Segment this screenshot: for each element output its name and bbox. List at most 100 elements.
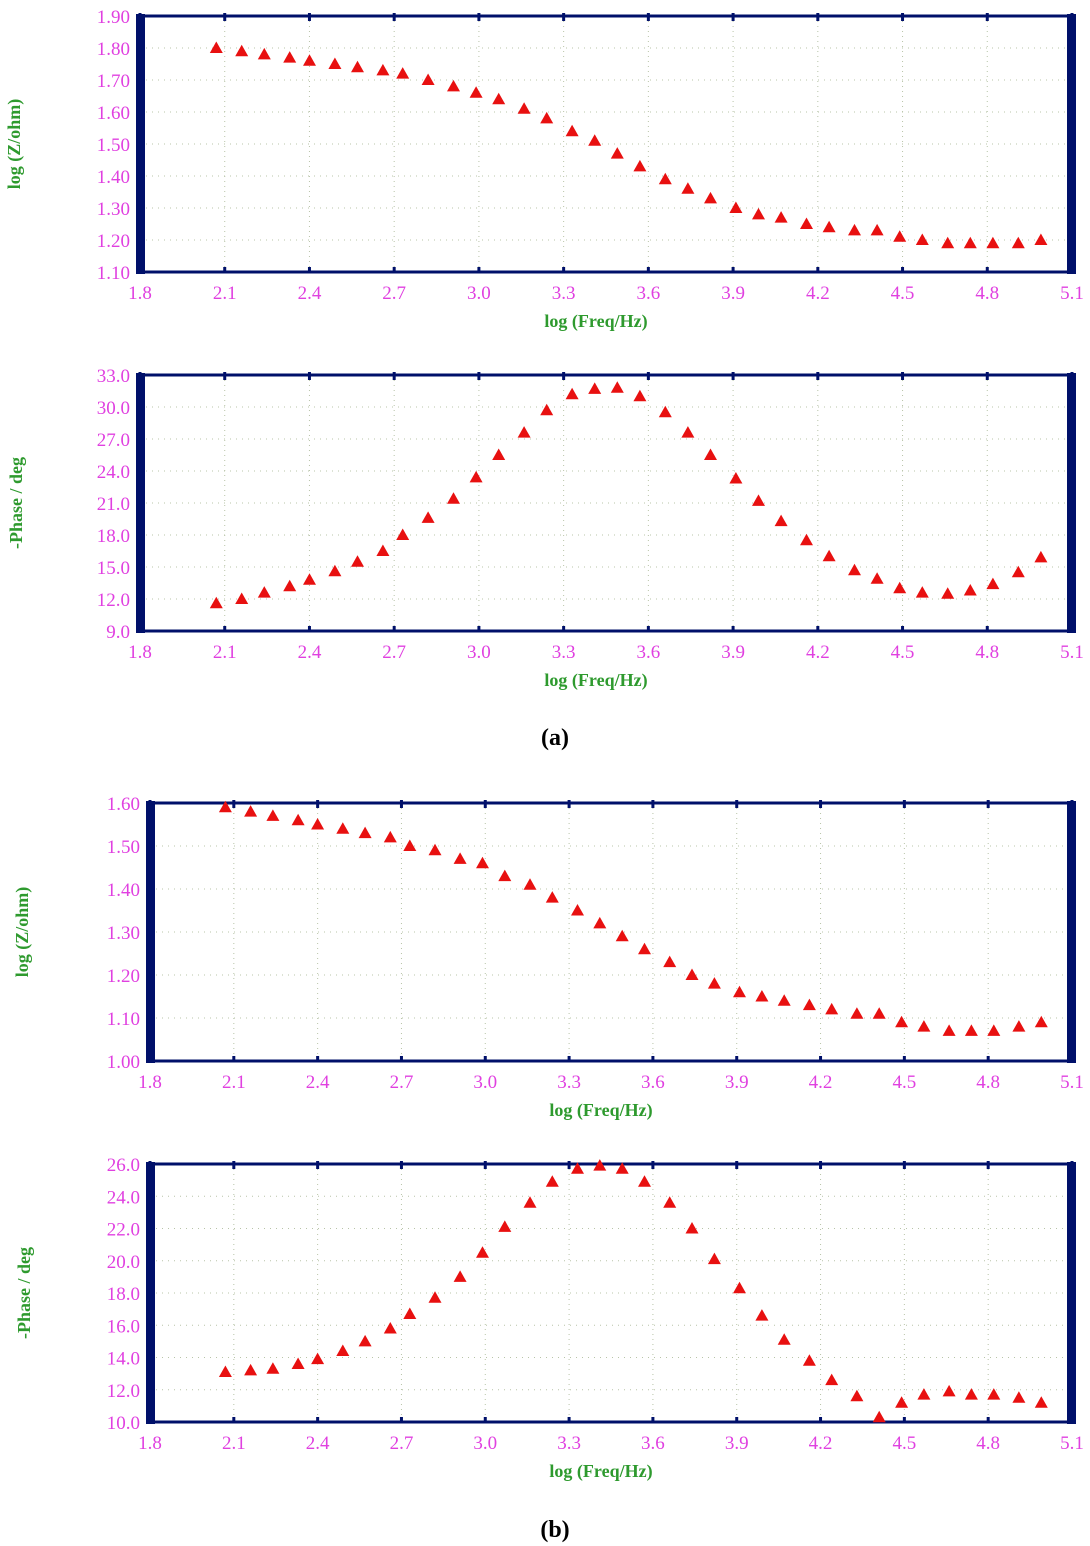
data-point bbox=[517, 426, 531, 438]
x-tick-label: 3.9 bbox=[721, 642, 745, 663]
data-point bbox=[336, 822, 350, 834]
plot-area bbox=[140, 375, 1072, 631]
data-point bbox=[447, 492, 460, 504]
y-tick-label: 1.50 bbox=[97, 135, 130, 156]
data-point bbox=[492, 92, 506, 105]
x-tick-label: 4.5 bbox=[891, 642, 915, 663]
y-tick-label: 9.0 bbox=[106, 622, 130, 643]
data-point bbox=[571, 1162, 584, 1174]
plot-2: 1.8 2.1 2.4 2.7 3.0 3.3 3.6 3.9 4.2 4.5 4.8 5.1 9.0 1… bbox=[6, 366, 1084, 691]
data-point bbox=[941, 587, 955, 599]
x-tick-label: 5.1 bbox=[1060, 283, 1084, 304]
grid bbox=[150, 1164, 1072, 1422]
data-point bbox=[941, 236, 955, 249]
x-tick-label: 4.2 bbox=[809, 1072, 833, 1093]
y-axis-label: -Phase / deg bbox=[6, 457, 26, 549]
data-point bbox=[311, 818, 325, 830]
data-point bbox=[383, 830, 397, 843]
data-point bbox=[421, 511, 435, 523]
data-point bbox=[963, 236, 977, 249]
data-point bbox=[523, 1196, 537, 1208]
data-point bbox=[235, 592, 249, 604]
data-point bbox=[257, 47, 271, 60]
frame-right bbox=[1067, 14, 1076, 274]
data-point bbox=[403, 839, 417, 851]
data-point bbox=[469, 86, 483, 98]
caption-b: (b) bbox=[540, 1517, 569, 1543]
x-tick-label: 1.8 bbox=[138, 1433, 162, 1454]
x-tick-label: 4.8 bbox=[975, 642, 999, 663]
data-point bbox=[685, 1222, 699, 1234]
x-tick-label: 2.4 bbox=[306, 1072, 330, 1093]
data-point bbox=[872, 1007, 886, 1019]
data-point bbox=[610, 381, 624, 393]
data-point bbox=[523, 878, 537, 890]
data-point bbox=[1034, 1015, 1048, 1028]
x-tick-label: 3.3 bbox=[552, 283, 576, 304]
data-point bbox=[964, 1388, 978, 1400]
data-point bbox=[986, 577, 1000, 590]
y-tick-label: 1.30 bbox=[97, 199, 130, 220]
data-point bbox=[658, 405, 672, 418]
data-point bbox=[774, 514, 788, 527]
x-axis-label: log (Freq/Hz) bbox=[544, 311, 647, 332]
data-point bbox=[351, 555, 364, 567]
x-tick-label: 2.4 bbox=[298, 642, 322, 663]
x-tick-label: 2.1 bbox=[222, 1072, 246, 1093]
x-tick-label: 3.0 bbox=[473, 1433, 497, 1454]
y-tick-label: 1.50 bbox=[107, 837, 140, 858]
data-point bbox=[403, 1307, 417, 1319]
data-point bbox=[1012, 1391, 1026, 1403]
x-tick-label: 3.9 bbox=[725, 1072, 749, 1093]
data-point bbox=[396, 528, 410, 540]
frame-left bbox=[136, 14, 145, 274]
data-point bbox=[428, 843, 442, 856]
data-point bbox=[610, 147, 624, 159]
data-point bbox=[822, 220, 836, 233]
data-point bbox=[870, 223, 884, 236]
data-point bbox=[303, 573, 316, 585]
x-tick-label: 2.4 bbox=[306, 1433, 330, 1454]
data-point bbox=[893, 581, 907, 594]
data-point bbox=[825, 1373, 839, 1386]
data-point bbox=[588, 382, 602, 394]
data-point bbox=[1034, 1396, 1048, 1408]
y-tick-label: 1.10 bbox=[97, 263, 130, 284]
data-point bbox=[638, 942, 651, 955]
data-point bbox=[987, 1024, 1001, 1036]
data-point bbox=[638, 1175, 651, 1187]
x-tick-label: 1.8 bbox=[128, 283, 152, 304]
data-series bbox=[218, 1159, 1048, 1423]
data-point bbox=[593, 916, 607, 929]
data-point bbox=[383, 1322, 397, 1334]
x-tick-label: 3.3 bbox=[557, 1433, 581, 1454]
grid bbox=[150, 803, 1072, 1061]
data-point bbox=[545, 891, 559, 903]
x-tick-label: 1.8 bbox=[138, 1072, 162, 1093]
y-tick-label: 24.0 bbox=[107, 1187, 140, 1208]
data-point bbox=[476, 1246, 489, 1258]
x-tick-label: 2.4 bbox=[298, 283, 322, 304]
x-tick-label: 5.1 bbox=[1060, 642, 1084, 663]
data-point bbox=[942, 1024, 956, 1036]
data-point bbox=[540, 403, 554, 416]
x-tick-label: 4.5 bbox=[891, 283, 915, 304]
data-point bbox=[209, 596, 223, 609]
data-point bbox=[283, 579, 297, 592]
y-tick-label: 1.60 bbox=[107, 794, 140, 815]
data-point bbox=[311, 1352, 325, 1365]
data-point bbox=[964, 1024, 978, 1036]
data-point bbox=[774, 211, 788, 223]
y-tick-label: 18.0 bbox=[107, 1284, 140, 1305]
data-point bbox=[633, 159, 647, 172]
y-axis-label: log (Z/ohm) bbox=[12, 887, 33, 978]
x-tick-label: 4.5 bbox=[892, 1433, 916, 1454]
data-point bbox=[498, 869, 512, 882]
ticks: 1.8 2.1 2.4 2.7 3.0 3.3 3.6 3.9 4.2 4.5 4.8 5.1 1.10… bbox=[97, 7, 1084, 304]
ticks: 1.8 2.1 2.4 2.7 3.0 3.3 3.6 3.9 4.2 4.5 4.8 5.1 1.00… bbox=[107, 794, 1084, 1093]
x-axis-label: log (Freq/Hz) bbox=[544, 670, 647, 691]
data-point bbox=[870, 572, 884, 584]
x-tick-label: 5.1 bbox=[1060, 1072, 1084, 1093]
data-point bbox=[707, 977, 721, 989]
y-tick-label: 1.10 bbox=[107, 1009, 140, 1030]
